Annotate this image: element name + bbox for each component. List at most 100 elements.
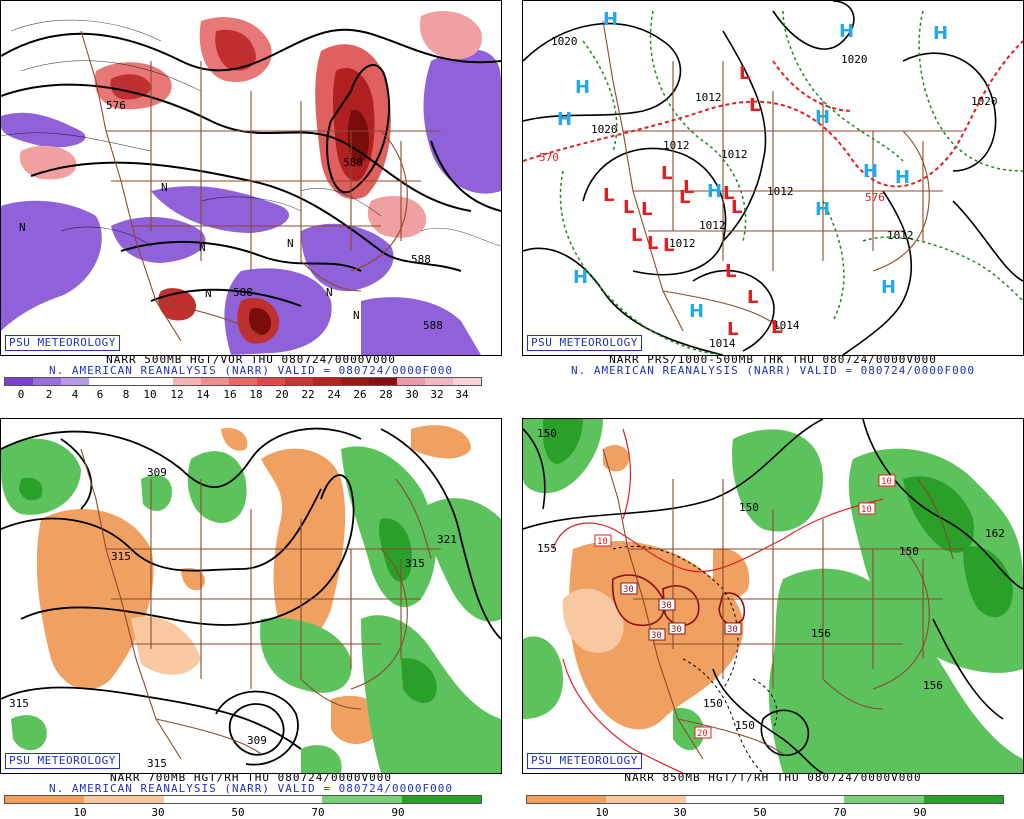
- map-label: 315: [111, 550, 131, 563]
- scale-tick: 18: [249, 388, 263, 401]
- high-pressure-marker: H: [573, 267, 588, 288]
- low-pressure-marker: L: [731, 197, 742, 218]
- scale-swatch: [923, 796, 1003, 803]
- high-pressure-marker: H: [839, 21, 854, 42]
- map-label: 150: [735, 719, 755, 732]
- scale-tick: 90: [913, 806, 927, 819]
- scale-swatch: [84, 796, 164, 803]
- scale-tick: 34: [455, 388, 469, 401]
- map-label: N: [326, 286, 333, 299]
- scale-tick: 70: [833, 806, 847, 819]
- map-500mb-vorticity: 576 588 588 588 588 N N N N N N N PSU ME…: [0, 0, 502, 356]
- map-label: 1020: [551, 35, 578, 48]
- rh700-map-graphic: 309 315 321 315 315 309 315: [1, 425, 501, 773]
- map-label: 1012: [767, 185, 794, 198]
- temp-label: 20: [697, 729, 708, 739]
- panel-700mb-rh: 309 315 321 315 315 309 315 PSU METEOROL…: [0, 418, 502, 819]
- high-pressure-marker: H: [895, 167, 910, 188]
- low-pressure-marker: L: [739, 63, 750, 84]
- color-scale-bar: [4, 377, 482, 386]
- map-label: 576: [865, 191, 885, 204]
- map-surface-pressure: 1020 1020 1020 1020 1012 1012 1012 1012 …: [522, 0, 1024, 356]
- scale-swatch: [369, 378, 397, 385]
- map-label: 1012: [699, 219, 726, 232]
- map-label: 1012: [721, 148, 748, 161]
- map-label: 150: [703, 697, 723, 710]
- high-pressure-marker: H: [815, 199, 830, 220]
- panel-850mb-temperature-rh: 150 155 150 162 150 156 156 150 150 10 1…: [522, 418, 1024, 819]
- map-label: N: [353, 309, 360, 322]
- scale-tick: 0: [17, 388, 25, 401]
- chart-title: NARR PRS/1000-500MB THK THU 080724/0000V…: [609, 353, 937, 366]
- scale-swatch: [201, 378, 229, 385]
- map-label: 1014: [773, 319, 800, 332]
- scale-swatch: [145, 378, 173, 385]
- chart-title: NARR 700MB HGT/RH THU 080724/0000V000: [109, 771, 393, 784]
- scale-swatch: [257, 378, 285, 385]
- temp-label-box: 30: [658, 598, 676, 611]
- scale-tick: 16: [223, 388, 237, 401]
- chart-title: NARR 850MB HGT/T/RH THU 080724/0000V000: [624, 771, 922, 784]
- map-label: N: [287, 237, 294, 250]
- chart-title: NARR 500MB HGT/VOR THU 080724/0000V000: [106, 353, 396, 366]
- temp-label-box: 30: [668, 622, 686, 635]
- temp-label-box: 30: [724, 622, 742, 635]
- map-label: 1020: [841, 53, 868, 66]
- low-pressure-marker: L: [623, 197, 634, 218]
- map-label: 1012: [695, 91, 722, 104]
- scale-tick: 50: [231, 806, 245, 819]
- low-pressure-marker: L: [725, 261, 736, 282]
- scale-swatch: [33, 378, 61, 385]
- temp-label: 10: [861, 505, 872, 515]
- temp-label-box: 30: [620, 582, 638, 595]
- map-850mb-temperature: 150 155 150 162 150 156 156 150 150 10 1…: [522, 418, 1024, 774]
- scale-swatch: [401, 796, 481, 803]
- map-label: 155: [537, 542, 557, 555]
- scale-swatch: [313, 378, 341, 385]
- temp-label: 30: [623, 585, 634, 595]
- map-label: 1014: [709, 337, 736, 350]
- map-label: 570: [539, 151, 559, 164]
- map-label: N: [199, 241, 206, 254]
- scale-tick: 6: [96, 388, 104, 401]
- temp-label-box: 30: [648, 628, 666, 641]
- map-label: 162: [985, 527, 1005, 540]
- map-label: 1012: [887, 229, 914, 242]
- scale-swatch: [453, 378, 481, 385]
- scale-swatch: [322, 796, 402, 803]
- high-pressure-marker: H: [933, 23, 948, 44]
- psu-meteorology-badge: PSU METEOROLOGY: [527, 753, 642, 769]
- psu-meteorology-badge: PSU METEOROLOGY: [5, 335, 120, 351]
- scale-tick: 2: [45, 388, 53, 401]
- scale-tick: 10: [73, 806, 87, 819]
- temp-label: 30: [727, 625, 738, 635]
- scale-tick: 10: [595, 806, 609, 819]
- high-pressure-marker: H: [603, 9, 618, 30]
- high-pressure-marker: H: [881, 277, 896, 298]
- high-pressure-marker: H: [689, 301, 704, 322]
- scale-swatch: [764, 796, 845, 803]
- scale-swatch: [5, 796, 85, 803]
- low-pressure-marker: L: [641, 199, 652, 220]
- scale-swatch: [685, 796, 765, 803]
- color-scale-ticks: 10 30 50 70 90: [0, 807, 502, 819]
- scale-swatch: [341, 378, 369, 385]
- low-pressure-marker: L: [679, 187, 690, 208]
- scale-swatch: [242, 796, 323, 803]
- map-700mb-rh: 309 315 321 315 315 309 315 PSU METEOROL…: [0, 418, 502, 774]
- low-pressure-marker: L: [647, 233, 658, 254]
- scale-tick: 20: [275, 388, 289, 401]
- temp-label: 30: [661, 601, 672, 611]
- high-pressure-marker: H: [707, 181, 722, 202]
- map-label: 1020: [591, 123, 618, 136]
- scale-swatch: [173, 378, 201, 385]
- map-label: 1020: [971, 95, 998, 108]
- color-scale-ticks: 0 2 4 6 8 10 12 14 16 18 20 22 24 26 28 …: [0, 389, 502, 401]
- scale-swatch: [844, 796, 924, 803]
- scale-swatch: [397, 378, 425, 385]
- scale-tick: 28: [379, 388, 393, 401]
- color-scale-bar: [4, 795, 482, 804]
- low-pressure-marker: L: [749, 95, 760, 116]
- low-pressure-marker: L: [683, 177, 694, 198]
- map-label: 588: [411, 253, 431, 266]
